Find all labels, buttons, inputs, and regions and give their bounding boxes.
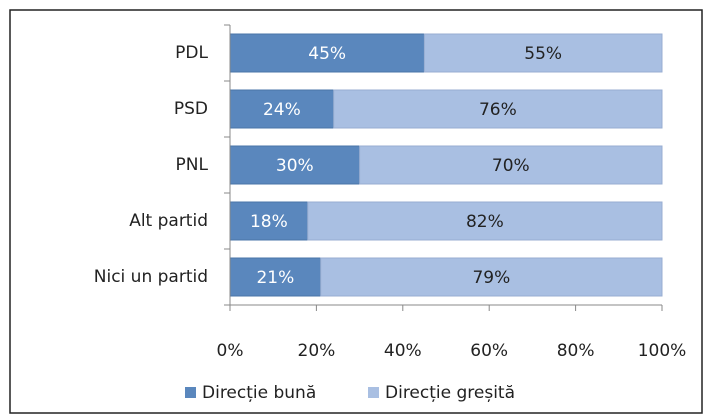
x-tick-label: 80%: [557, 341, 595, 361]
value-label: 24%: [263, 100, 301, 120]
legend-swatch: [368, 387, 379, 398]
y-tick-label: PNL: [176, 155, 209, 175]
bar-segment: [307, 201, 663, 241]
value-label: 45%: [308, 44, 346, 64]
value-label: 55%: [524, 44, 562, 64]
value-label: 18%: [250, 212, 288, 232]
bar-segment: [359, 145, 663, 185]
x-tick-label: 20%: [298, 341, 336, 361]
x-tick-label: 40%: [384, 341, 422, 361]
x-tick-label: 0%: [217, 341, 244, 361]
y-tick-label: PDL: [175, 43, 208, 63]
value-label: 82%: [466, 212, 504, 232]
legend-swatch: [185, 387, 196, 398]
value-label: 76%: [479, 100, 517, 120]
bar-segment: [229, 257, 322, 297]
bar-segment: [333, 89, 663, 129]
bar-segment: [320, 257, 663, 297]
legend-label: Direcție bună: [202, 383, 316, 403]
bar-segment: [229, 33, 425, 73]
value-label: 70%: [492, 156, 530, 176]
y-tick-label: PSD: [174, 99, 208, 119]
bar-segment: [423, 33, 663, 73]
value-label: 79%: [472, 268, 510, 288]
y-tick-label: Alt partid: [129, 211, 208, 231]
legend-label: Direcție greșită: [385, 383, 515, 403]
value-label: 30%: [276, 156, 314, 176]
x-tick-label: 100%: [638, 341, 687, 361]
y-tick-label: Nici un partid: [94, 267, 208, 287]
x-tick-label: 60%: [470, 341, 508, 361]
value-label: 21%: [256, 268, 294, 288]
